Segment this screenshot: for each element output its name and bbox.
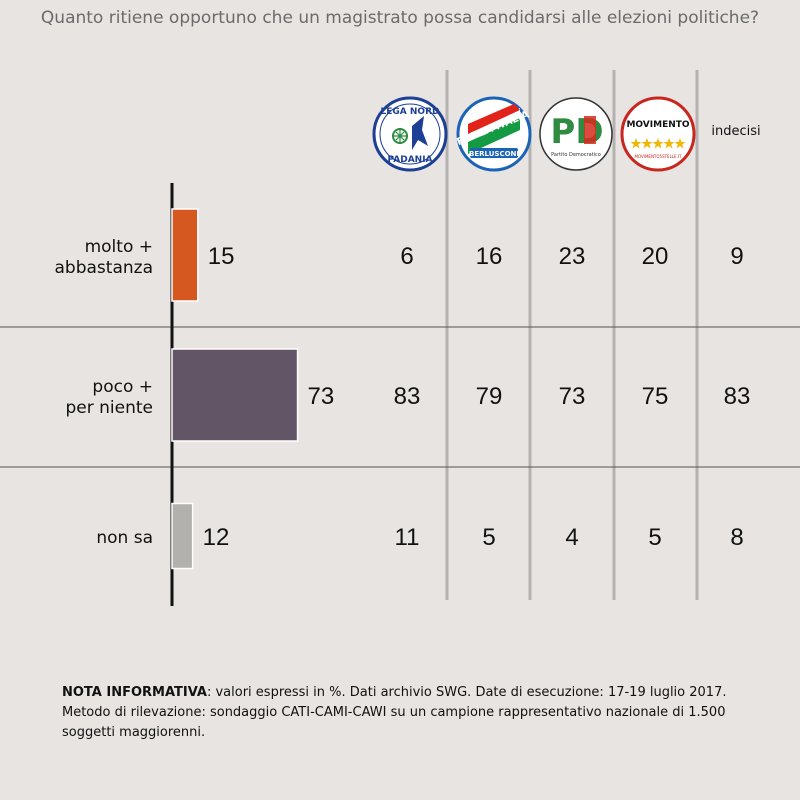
- table-values-group: 6 16 23 20 9 83 79 73 75 83 11 5 4 5 8: [394, 243, 751, 551]
- table-value: 73: [559, 383, 586, 410]
- bar-values-group: 15 73 12: [203, 243, 335, 551]
- row-label-molto-abbastanza: molto + abbastanza: [40, 237, 153, 279]
- table-value: 20: [642, 243, 669, 270]
- table-value: 16: [476, 243, 503, 270]
- bar-value-label: 73: [308, 383, 335, 410]
- table-value: 83: [394, 383, 421, 410]
- row-label-line: molto +: [84, 237, 153, 257]
- row-label-line: abbastanza: [54, 258, 153, 278]
- bar-value-label: 15: [208, 243, 235, 270]
- lega-nord-logo: LEGA NORD PADANIA: [372, 96, 448, 172]
- logo-text: MOVIMENTO5STELLE.IT: [635, 154, 682, 159]
- table-value: 6: [400, 243, 413, 270]
- table-value: 5: [482, 524, 495, 551]
- row-label-poco-per-niente: poco + per niente: [40, 377, 154, 419]
- footnote: NOTA INFORMATIVA: valori espressi in %. …: [62, 683, 762, 743]
- forza-italia-logo: FORZA ITALIA BERLUSCONI: [456, 96, 532, 172]
- table-value: 4: [565, 524, 578, 551]
- table-value: 9: [730, 243, 743, 270]
- bar: [171, 348, 299, 442]
- logo-text: Partito Democratico: [551, 152, 601, 158]
- table-value: 83: [724, 383, 751, 410]
- indecisi-header: indecisi: [711, 124, 761, 139]
- table-value: 79: [476, 383, 503, 410]
- bar: [171, 208, 199, 302]
- logo-text: PADANIA: [387, 155, 432, 165]
- row-label-line: non sa: [96, 528, 153, 548]
- bar: [171, 502, 194, 570]
- bars-group: [171, 208, 299, 570]
- table-value: 23: [559, 243, 586, 270]
- row-label-non-sa: non sa: [40, 528, 153, 549]
- footnote-bold: NOTA INFORMATIVA: [62, 685, 207, 700]
- table-value: 5: [648, 524, 661, 551]
- table-value: 75: [642, 383, 669, 410]
- footnote-text: : valori espressi in %. Dati archivio SW…: [62, 685, 727, 740]
- row-label-line: poco +: [92, 377, 153, 397]
- logo-text: MOVIMENTO: [626, 120, 689, 130]
- movimento-5-stelle-logo: MOVIMENTO MOVIMENTO5STELLE.IT: [620, 96, 696, 172]
- logo-text: BERLUSCONI: [469, 150, 519, 158]
- bar-value-label: 12: [203, 524, 230, 551]
- chart-title: Quanto ritiene opportuno che un magistra…: [40, 8, 760, 28]
- partito-democratico-logo: PD Partito Democratico: [538, 96, 614, 172]
- table-value: 11: [395, 524, 420, 551]
- logo-text: LEGA NORD: [381, 107, 440, 117]
- table-value: 8: [730, 524, 743, 551]
- row-label-line: per niente: [65, 398, 154, 418]
